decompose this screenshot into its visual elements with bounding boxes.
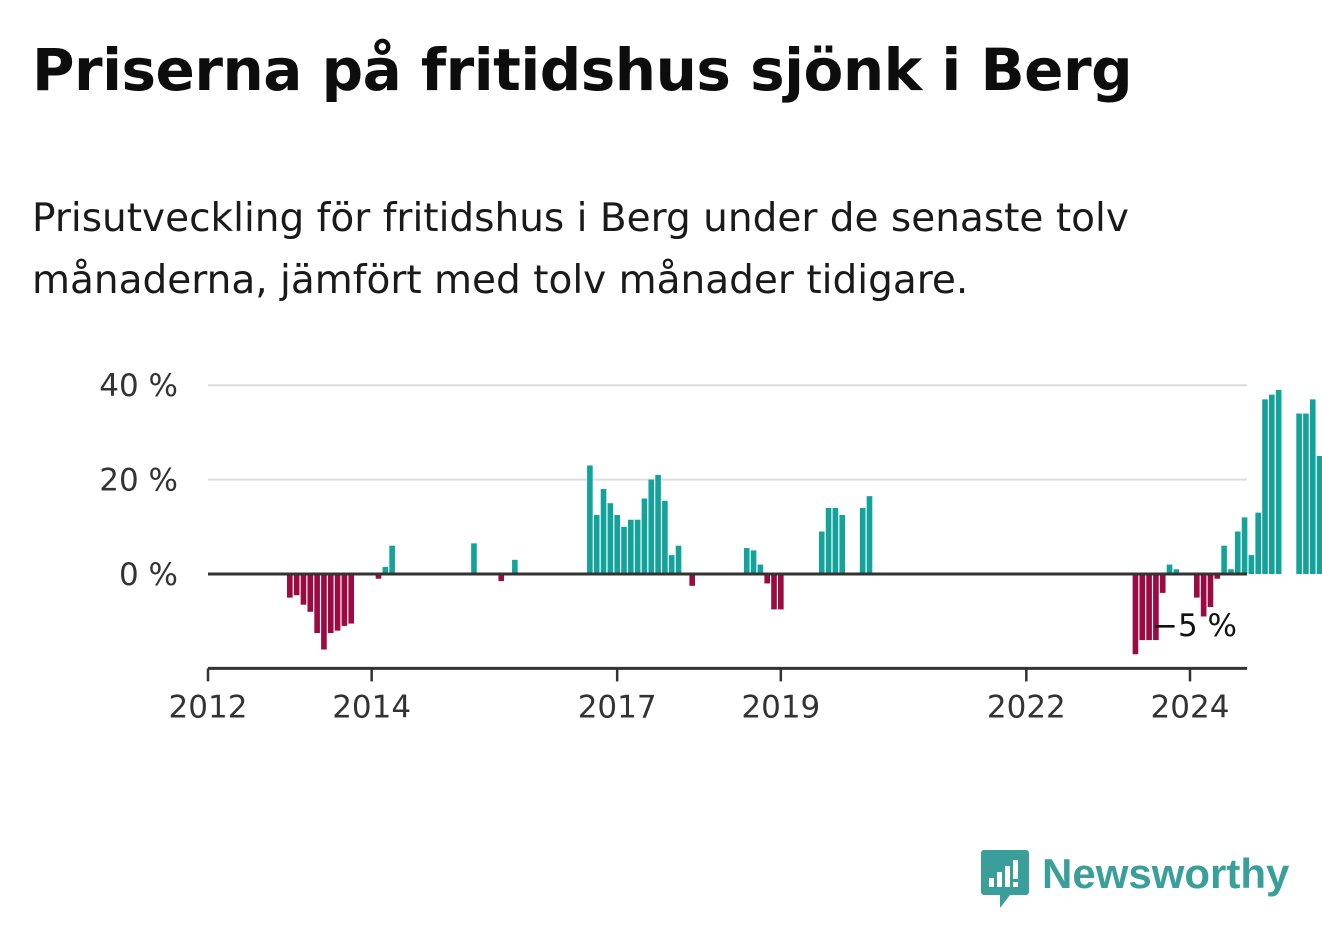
bar	[1194, 574, 1200, 598]
bar	[293, 574, 300, 596]
bar-chart: 0 % 20 % 40 % 2012 2014 2017 2019 2022 2024 −5 …	[99, 368, 1322, 725]
chart-title: Priserna på fritidshus sjönk i Berg	[32, 36, 1133, 104]
bar	[1132, 574, 1139, 655]
bar	[689, 574, 695, 586]
bar	[621, 526, 627, 574]
chart-subtitle: Prisutveckling för fritidshus i Berg und…	[32, 196, 1129, 303]
bar	[825, 507, 832, 574]
bars	[287, 389, 1322, 655]
bar	[600, 489, 607, 574]
x-axis-labels: 2012 2014 2017 2019 2022 2024	[169, 668, 1230, 725]
x-tick-label: 2022	[987, 689, 1066, 725]
brand-name: Newsworthy	[1042, 850, 1290, 897]
bar	[757, 564, 764, 574]
bar	[634, 519, 641, 574]
bar	[1262, 399, 1268, 574]
bar	[348, 574, 355, 624]
bar	[1153, 574, 1159, 641]
bar	[471, 543, 477, 574]
bar	[1159, 574, 1166, 593]
bar	[1207, 574, 1214, 608]
x-tick-label: 2017	[578, 689, 657, 725]
bar	[866, 496, 873, 574]
bar	[655, 474, 661, 574]
bar	[1166, 564, 1173, 574]
x-tick-label: 2012	[169, 689, 248, 725]
bar	[1275, 389, 1282, 574]
bar	[818, 531, 825, 574]
bar	[389, 545, 395, 574]
bar	[1296, 413, 1302, 574]
bar	[300, 574, 307, 605]
bar	[648, 479, 655, 574]
bar	[1303, 413, 1309, 574]
bar	[1255, 512, 1261, 574]
bar	[1139, 574, 1146, 641]
bar	[341, 574, 348, 626]
bar	[321, 574, 327, 650]
bar	[628, 519, 634, 574]
bar	[1173, 569, 1180, 574]
bar	[593, 515, 600, 574]
y-tick-label: 0 %	[119, 557, 178, 593]
x-tick-label: 2024	[1151, 689, 1230, 725]
bar	[1241, 517, 1248, 574]
bar	[839, 515, 846, 574]
bar	[662, 500, 668, 574]
bar	[675, 545, 682, 574]
bar	[1228, 569, 1234, 574]
bar	[1316, 456, 1322, 574]
bar	[1146, 574, 1152, 641]
x-tick-label: 2019	[741, 689, 820, 725]
bar	[314, 574, 320, 633]
bar	[778, 574, 784, 610]
bar	[382, 566, 389, 574]
bar	[743, 548, 750, 574]
bar	[607, 503, 614, 574]
bar	[498, 574, 505, 582]
bar	[512, 559, 518, 574]
bar	[1269, 394, 1275, 574]
bar	[1234, 531, 1241, 574]
bar	[1248, 555, 1255, 574]
bar	[375, 574, 382, 579]
bar	[334, 574, 341, 631]
newsworthy-logo-icon	[981, 850, 1029, 908]
last-value-annotation: −5 %	[1152, 608, 1237, 644]
x-tick-label: 2014	[332, 689, 411, 725]
bar	[750, 550, 757, 574]
bar	[1309, 399, 1316, 574]
grid-lines	[208, 384, 1247, 481]
y-tick-label: 40 %	[99, 368, 178, 404]
y-axis-labels: 0 % 20 % 40 %	[99, 368, 178, 593]
bar	[587, 465, 593, 574]
bar	[614, 515, 620, 574]
bar	[832, 507, 839, 574]
bar	[1214, 574, 1221, 579]
bar	[1221, 545, 1227, 574]
bar	[641, 498, 648, 574]
bar	[1200, 574, 1207, 617]
y-tick-label: 20 %	[99, 463, 178, 499]
bar	[287, 574, 293, 598]
bar	[771, 574, 777, 610]
bar	[327, 574, 334, 633]
bar	[859, 507, 866, 574]
bar	[764, 574, 770, 584]
axes	[208, 572, 1247, 670]
bar	[668, 555, 675, 574]
bar	[307, 574, 314, 612]
brand-logo: Newsworthy	[980, 848, 1289, 912]
